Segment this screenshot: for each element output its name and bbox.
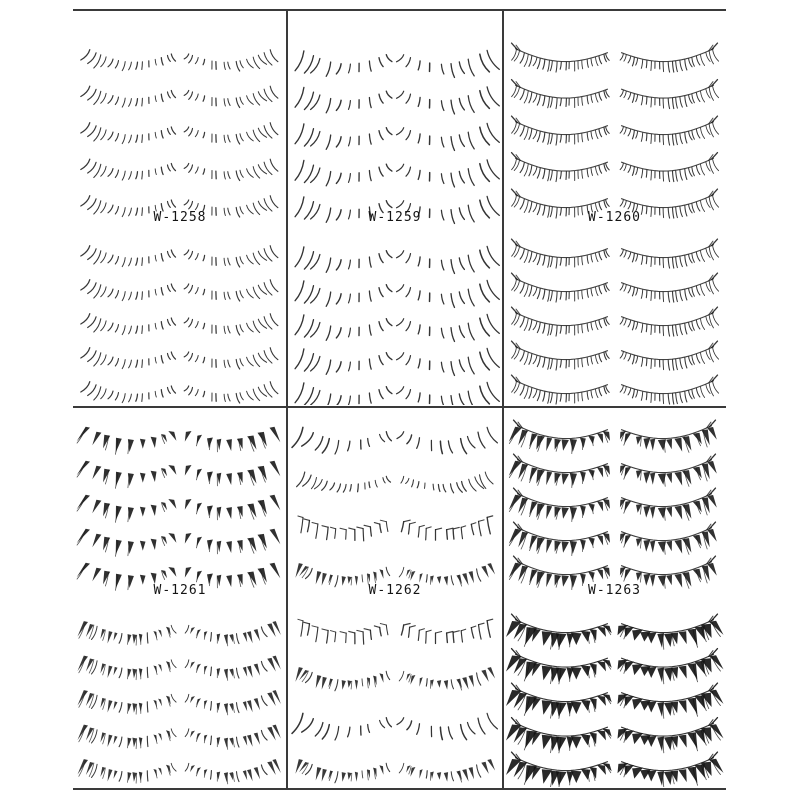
sheet-label: W-1263 (588, 583, 641, 598)
lash-artwork (506, 419, 724, 787)
sheet-label: W-1261 (153, 583, 207, 598)
lash-artwork (294, 49, 500, 405)
lash-sheet-cell-w1261: W-1261 (75, 409, 285, 787)
grid-line-vertical-left (286, 10, 288, 789)
sheet-label: W-1260 (588, 210, 641, 225)
grid-line-horizontal-middle (73, 406, 726, 408)
lash-sheet-cell-w1262: W-1262 (289, 409, 501, 787)
sheet-label: W-1259 (368, 210, 422, 225)
sheet-label: W-1262 (368, 583, 422, 598)
lash-sheet-cell-w1259: W-1259 (289, 12, 501, 405)
lash-artwork (291, 426, 499, 784)
grid-line-horizontal-bottom (73, 788, 726, 790)
sheet-label: W-1258 (153, 210, 207, 225)
grid-line-horizontal-top (73, 9, 726, 11)
grid-line-vertical-right (502, 10, 504, 789)
lash-sheet-cell-w1258: W-1258 (75, 12, 285, 405)
lash-sheet-cell-w1263: W-1263 (505, 409, 724, 787)
lash-sheet-cell-w1260: W-1260 (505, 12, 724, 405)
lash-artwork (510, 42, 720, 405)
lash-artwork (80, 49, 279, 404)
lash-artwork (76, 426, 281, 785)
